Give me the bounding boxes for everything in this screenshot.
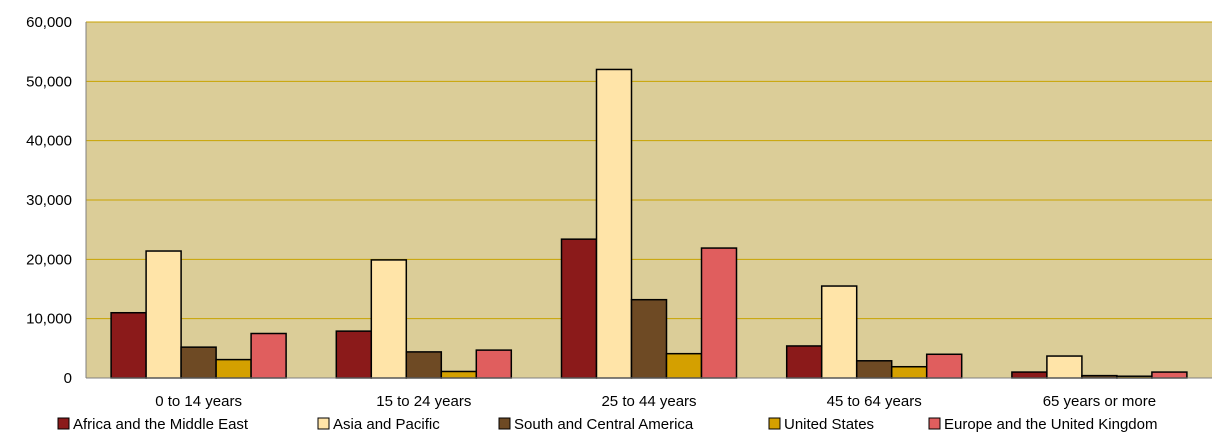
- bar: [595, 68, 633, 379]
- y-axis-tick-labels: 0 10,000 20,000 30,000 40,000 50,000 60,000: [26, 14, 72, 387]
- bar: [180, 346, 217, 379]
- bar: [405, 351, 443, 379]
- bar: [785, 345, 823, 379]
- legend-swatch: [768, 417, 781, 430]
- x-category-label: 45 to 64 years: [827, 393, 922, 410]
- bar: [700, 247, 738, 379]
- bar: [855, 360, 893, 379]
- y-tick-label: 10,000: [26, 311, 72, 328]
- bar: [890, 365, 928, 379]
- bar: [560, 238, 598, 379]
- legend-label: Asia and Pacific: [333, 416, 440, 432]
- legend-label: Europe and the United Kingdom: [944, 416, 1157, 432]
- bar: [475, 349, 513, 379]
- bar: [820, 285, 858, 379]
- y-tick-label: 0: [64, 370, 72, 387]
- bar: [250, 332, 287, 379]
- y-tick-label: 60,000: [26, 14, 72, 31]
- y-tick-label: 20,000: [26, 251, 72, 268]
- bar: [145, 250, 182, 379]
- bar: [665, 352, 703, 379]
- x-category-label: 65 years or more: [1043, 393, 1156, 410]
- legend-label: South and Central America: [514, 416, 694, 432]
- bar: [370, 259, 408, 379]
- bar: [1011, 371, 1048, 379]
- bar: [1046, 355, 1083, 379]
- y-tick-label: 40,000: [26, 133, 72, 150]
- x-category-label: 15 to 24 years: [376, 393, 471, 410]
- bars: [110, 68, 1188, 379]
- legend: Africa and the Middle East Asia and Pacif…: [57, 416, 1157, 432]
- y-tick-label: 30,000: [26, 192, 72, 209]
- y-tick-label: 50,000: [26, 73, 72, 90]
- bar: [215, 358, 252, 379]
- bar: [440, 370, 478, 379]
- gridlines: [86, 21, 1212, 320]
- bar: [110, 311, 147, 379]
- bar: [335, 330, 373, 379]
- legend-swatch: [498, 417, 511, 430]
- legend-label: United States: [784, 416, 874, 432]
- legend-swatch: [57, 417, 70, 430]
- legend-swatch: [317, 417, 330, 430]
- x-category-label: 0 to 14 years: [155, 393, 242, 410]
- bar: [1151, 371, 1188, 379]
- bar: [925, 353, 963, 379]
- legend-swatch: [928, 417, 941, 430]
- x-category-label: 25 to 44 years: [601, 393, 696, 410]
- axes: [85, 22, 1212, 379]
- x-axis-category-labels: 0 to 14 years 15 to 24 years 25 to 44 year…: [155, 393, 1156, 410]
- legend-label: Africa and the Middle East: [73, 416, 249, 432]
- bar: [630, 298, 668, 379]
